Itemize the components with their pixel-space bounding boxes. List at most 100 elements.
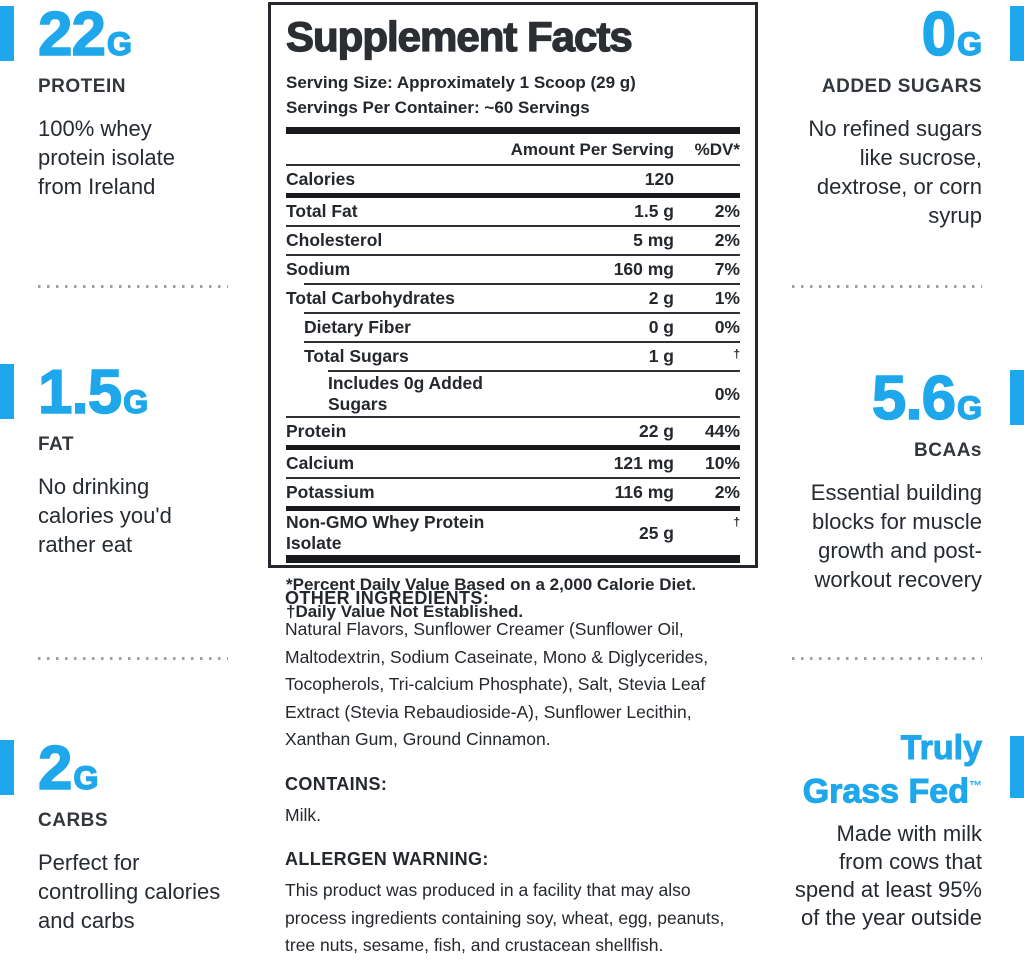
nutrient-dv: 2% [714,201,740,221]
nutrient-dv: † [733,347,740,361]
accent-bar-icon [0,6,14,61]
nutrient-name: Non-GMO Whey Protein Isolate [286,512,485,553]
nutrient-amount: 1 g [648,346,674,366]
nutrient-row: Includes 0g Added Sugars 0% [286,372,740,416]
serving-size: Serving Size: Approximately 1 Scoop (29 … [286,73,636,92]
stat-unit: G [106,26,132,62]
stat-label: BCAAs [914,440,982,461]
nutrient-dv: 2% [714,230,740,250]
accent-bar-icon [0,364,14,419]
section-body: Natural Flavors, Sunflower Creamer (Sunf… [285,619,709,749]
nutrient-row: Sodium 160 mg 7% [286,256,740,283]
row-separator [286,445,740,450]
dotted-divider [792,285,982,288]
footnote-dv: *Percent Daily Value Based on a 2,000 Ca… [286,575,697,594]
nutrient-name: Includes 0g Added Sugars [328,373,483,414]
section-body: Milk. [285,804,321,825]
stat-label: FAT [38,434,74,455]
truly-grass-fed-title: Truly Grass Fed™ [802,729,982,811]
nutrient-amount: 0 g [648,317,674,337]
row-separator [304,341,740,343]
section-body: This product was produced in a facility … [285,880,725,955]
nutrient-row: Total Fat 1.5 g 2% [286,198,740,225]
stat-unit: G [956,26,982,62]
nutrient-row: Total Sugars 1 g † [286,343,740,370]
stat-fat: 1.5G FAT No drinking calories you'd rath… [0,361,255,559]
stat-value: 0G [921,0,983,69]
stat-description: 100% whey protein isolate from Ireland [38,116,175,199]
dotted-divider [792,657,982,660]
nutrient-amount: 22 g [638,421,674,441]
nutrient-row: Calcium 121 mg 10% [286,450,740,477]
amount-column-header: Amount Per Serving [510,140,674,159]
stat-truly-grass-fed: Truly Grass Fed™ Made with milk from cows… [769,729,1024,932]
accent-bar-icon [1010,6,1024,61]
nutrient-name: Protein [286,421,347,441]
stat-added-sugars: 0G ADDED SUGARS No refined sugars like s… [769,0,1024,230]
stat-description: Made with milk from cows that spend at l… [794,821,982,931]
nutrient-dv: 44% [704,421,740,441]
nutrient-name: Potassium [286,482,375,502]
nutrient-row: Protein 22 g 44% [286,418,740,445]
nutrient-amount: 5 mg [633,230,674,250]
stat-value: 2G [37,734,99,803]
thick-divider [286,127,740,134]
nutrient-amount: 160 mg [613,259,674,279]
nutrient-row: Calories 120 [286,166,740,193]
ingredients-block: OTHER INGREDIENTS: Natural Flavors, Sunf… [285,588,757,960]
contains-section: CONTAINS: Milk. [285,774,757,830]
footnote-dagger: †Daily Value Not Established. [286,602,524,621]
nutrient-dv: 2% [714,482,740,502]
dotted-divider [38,657,228,660]
stat-bcaas: 5.6G BCAAs Essential building blocks for… [769,364,1024,594]
nutrient-dv: 7% [714,259,740,279]
nutrient-amount: 116 mg [614,482,674,502]
nutrient-name: Total Sugars [304,346,409,366]
row-separator [304,312,740,314]
row-separator [286,506,740,511]
row-separator [304,283,740,285]
row-separator [286,555,740,563]
nutrient-amount: 25 g [638,522,674,543]
dotted-divider [38,285,228,288]
nutrient-dv: 1% [714,288,740,308]
stat-description: Essential building blocks for muscle gro… [810,480,982,592]
nutrient-rows: Calories 120 Total Fat 1.5 g 2% Cholesterol 5 … [286,166,740,563]
nutrient-dv: † [733,515,740,529]
nutrient-name: Total Carbohydrates [286,288,455,308]
nutrient-row: Non-GMO Whey Protein Isolate 25 g † [286,511,740,555]
stat-label: CARBS [38,810,109,831]
stat-label: PROTEIN [38,76,126,97]
stat-unit: G [956,390,982,426]
stat-value: 5.6G [871,364,983,433]
nutrient-name: Total Fat [286,201,358,221]
accent-bar-icon [1010,736,1024,798]
nutrient-row: Total Carbohydrates 2 g 1% [286,285,740,312]
row-separator [286,254,740,256]
stat-carbs: 2G CARBS Perfect for controlling calorie… [0,734,255,935]
nutrient-name: Cholesterol [286,230,383,250]
section-heading: CONTAINS: [285,773,388,794]
allergen-warning-section: ALLERGEN WARNING: This product was produ… [285,849,757,960]
nutrient-amount: 2 g [648,288,674,308]
dv-column-header: %DV* [694,140,740,159]
nutrient-dv: 10% [704,453,740,473]
nutrient-amount: 120 [644,169,674,189]
row-separator [286,477,740,479]
stat-value: 22G [37,0,132,69]
panel-title: Supplement Facts [285,12,633,60]
nutrient-amount: 1.5 g [634,201,674,221]
supplement-facts-panel: Supplement Facts Serving Size: Approxima… [268,2,758,621]
row-separator [328,370,740,372]
nutrient-dv: 0% [714,317,740,337]
trademark-symbol: ™ [969,778,982,793]
other-ingredients-section: OTHER INGREDIENTS: Natural Flavors, Sunf… [285,588,757,754]
accent-bar-icon [0,740,14,795]
section-heading: ALLERGEN WARNING: [285,849,489,869]
nutrient-row: Cholesterol 5 mg 2% [286,227,740,254]
section-heading: OTHER INGREDIENTS: [285,588,490,608]
row-separator [286,416,740,418]
nutrition-table-header: Amount Per Serving %DV* [286,134,740,164]
row-separator [286,193,740,198]
stat-description: No refined sugars like sucrose, dextrose… [808,116,982,228]
